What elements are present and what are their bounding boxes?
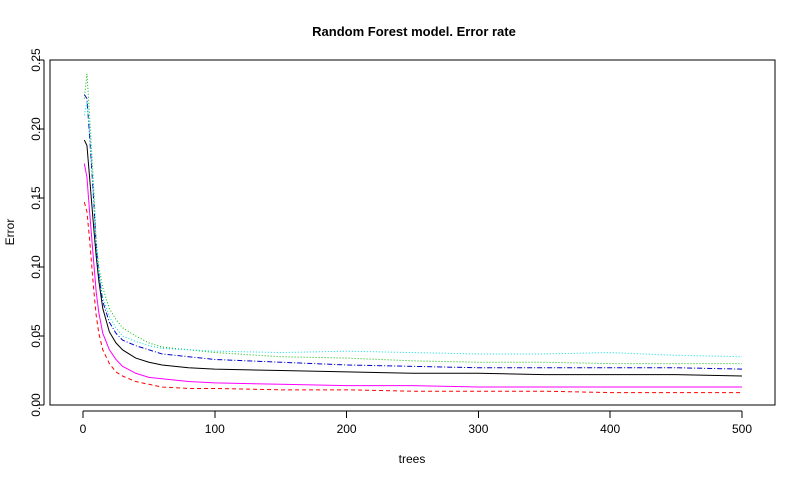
x-axis: 0 100 200 300 400 500: [80, 410, 752, 436]
series-line-4: [83, 94, 743, 370]
x-axis-label: trees: [399, 452, 426, 466]
y-tick-label: 0.00: [29, 393, 43, 417]
y-tick-label: 0.05: [29, 324, 43, 348]
chart-title: Random Forest model. Error rate: [312, 24, 516, 39]
y-axis-label: Error: [3, 219, 17, 246]
series-layer: [83, 73, 743, 394]
x-tick-label: 100: [205, 422, 225, 436]
series-line-1: [83, 139, 743, 377]
x-tick-label: 0: [80, 422, 87, 436]
x-tick-label: 200: [337, 422, 357, 436]
series-line-6: [83, 163, 742, 388]
y-tick-label: 0.20: [29, 117, 43, 141]
x-tick-label: 500: [732, 422, 752, 436]
plot-frame: [49, 59, 776, 406]
y-axis: 0.00 0.05 0.10 0.15 0.20 0.25: [29, 48, 45, 417]
series-line-5: [83, 101, 743, 358]
x-tick-label: 400: [600, 422, 620, 436]
series-line-2: [83, 202, 742, 394]
y-tick-label: 0.25: [29, 48, 43, 72]
series-line-3: [83, 73, 742, 365]
y-tick-label: 0.10: [29, 255, 43, 279]
x-tick-label: 300: [468, 422, 488, 436]
y-tick-label: 0.15: [29, 186, 43, 210]
